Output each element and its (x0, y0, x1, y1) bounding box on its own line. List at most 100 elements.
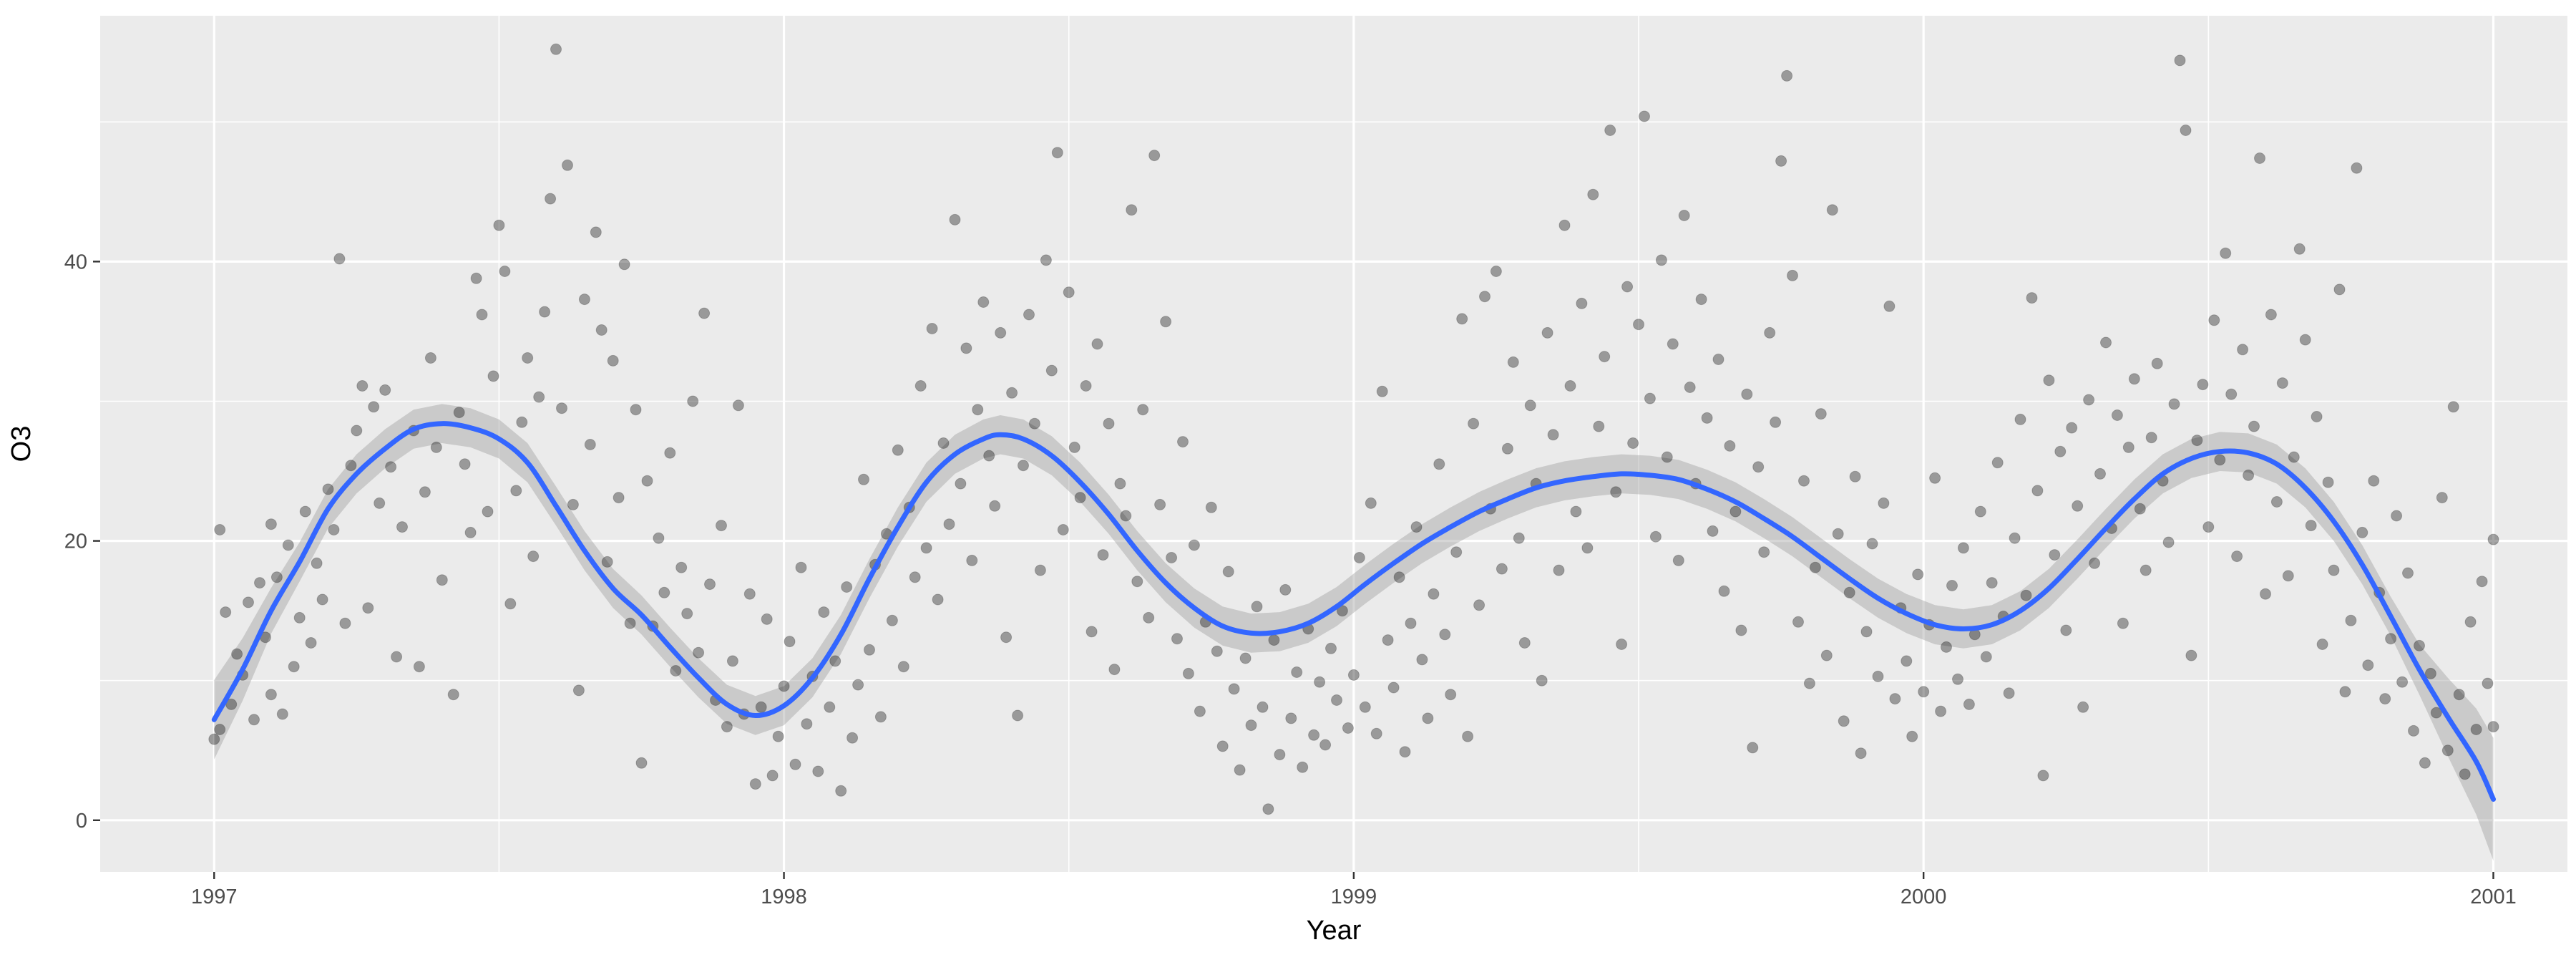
data-point (829, 655, 841, 667)
data-point (1108, 664, 1121, 676)
data-point (510, 485, 522, 497)
data-point (1347, 669, 1360, 681)
data-point (504, 598, 517, 610)
data-point (1382, 634, 1394, 646)
data-point (2162, 536, 2175, 548)
data-point (1308, 729, 1320, 741)
data-point (2447, 401, 2459, 413)
data-point (584, 439, 596, 450)
data-point (966, 554, 978, 566)
smooth-line (211, 421, 2496, 802)
data-point (1353, 552, 1365, 563)
data-point (487, 370, 499, 382)
data-point (453, 407, 465, 419)
data-point (1547, 429, 1559, 441)
x-axis: 1997 1998 1999 2000 2001 (191, 872, 2517, 908)
data-point (772, 730, 784, 742)
data-point (527, 551, 540, 563)
data-point (2282, 570, 2294, 582)
data-point (1439, 629, 1451, 641)
data-point (265, 518, 277, 530)
data-point (1752, 461, 1765, 473)
data-point (726, 655, 738, 667)
data-point (847, 732, 859, 744)
y-axis-title: O3 (6, 426, 36, 462)
data-point (989, 500, 1001, 512)
y-tick-label: 40 (64, 251, 87, 273)
data-point (2168, 398, 2180, 410)
data-point (1137, 404, 1149, 416)
x-tick-label: 1997 (191, 886, 238, 908)
data-point (322, 483, 334, 495)
data-point (2464, 616, 2477, 628)
data-point (578, 294, 590, 306)
data-point (1023, 309, 1035, 321)
data-point (556, 402, 567, 414)
data-point (1297, 761, 1309, 773)
data-point (464, 526, 477, 538)
data-point (1365, 497, 1377, 509)
data-point (2328, 564, 2340, 576)
data-point (1097, 549, 1109, 561)
data-point (949, 213, 961, 225)
data-point (1126, 204, 1138, 216)
data-point (1074, 492, 1086, 504)
data-point (214, 524, 226, 535)
data-point (265, 689, 277, 701)
data-point (1262, 803, 1274, 815)
data-point (2014, 413, 2026, 425)
data-point (1872, 670, 1884, 682)
data-point (1456, 313, 1468, 325)
data-point (1359, 701, 1371, 713)
data-point (328, 524, 340, 535)
data-point (1245, 719, 1257, 732)
data-point (2031, 485, 2044, 497)
data-point (2037, 770, 2049, 782)
data-point (379, 384, 391, 396)
data-point (1331, 694, 1342, 706)
data-point (282, 539, 294, 551)
data-point (635, 757, 648, 769)
data-point (1639, 110, 1650, 122)
data-point (270, 571, 283, 583)
data-point (601, 556, 613, 568)
data-point (1980, 651, 1992, 663)
data-point (1399, 746, 1411, 758)
data-point (2288, 451, 2300, 463)
data-point (299, 505, 311, 518)
data-point (1468, 417, 1480, 430)
data-point (624, 617, 636, 629)
data-point (658, 586, 670, 598)
data-point (2072, 500, 2084, 512)
data-point (572, 684, 585, 697)
data-point (983, 450, 995, 462)
data-point (316, 593, 328, 606)
data-point (2270, 496, 2283, 508)
data-point (567, 498, 579, 510)
data-point (276, 708, 288, 720)
data-point (1410, 521, 1423, 533)
data-point (2368, 475, 2380, 487)
data-point (1747, 742, 1759, 754)
data-point (550, 43, 562, 55)
data-point (778, 680, 790, 692)
data-point (1018, 460, 1029, 472)
data-point (1103, 417, 1115, 430)
data-point (1114, 477, 1126, 490)
data-point (2009, 532, 2021, 544)
data-point (972, 404, 984, 416)
data-point (1929, 472, 1941, 484)
data-point (243, 596, 254, 608)
data-point (1541, 326, 1553, 339)
data-point (2220, 247, 2232, 259)
data-point (761, 613, 773, 625)
data-point (2339, 686, 2351, 698)
data-point (704, 578, 716, 591)
data-point (1216, 740, 1229, 752)
data-point (1120, 510, 1132, 522)
data-point (852, 679, 864, 691)
data-point (1057, 524, 1069, 535)
data-point (801, 718, 813, 730)
data-point (892, 444, 904, 456)
data-point (937, 437, 950, 449)
